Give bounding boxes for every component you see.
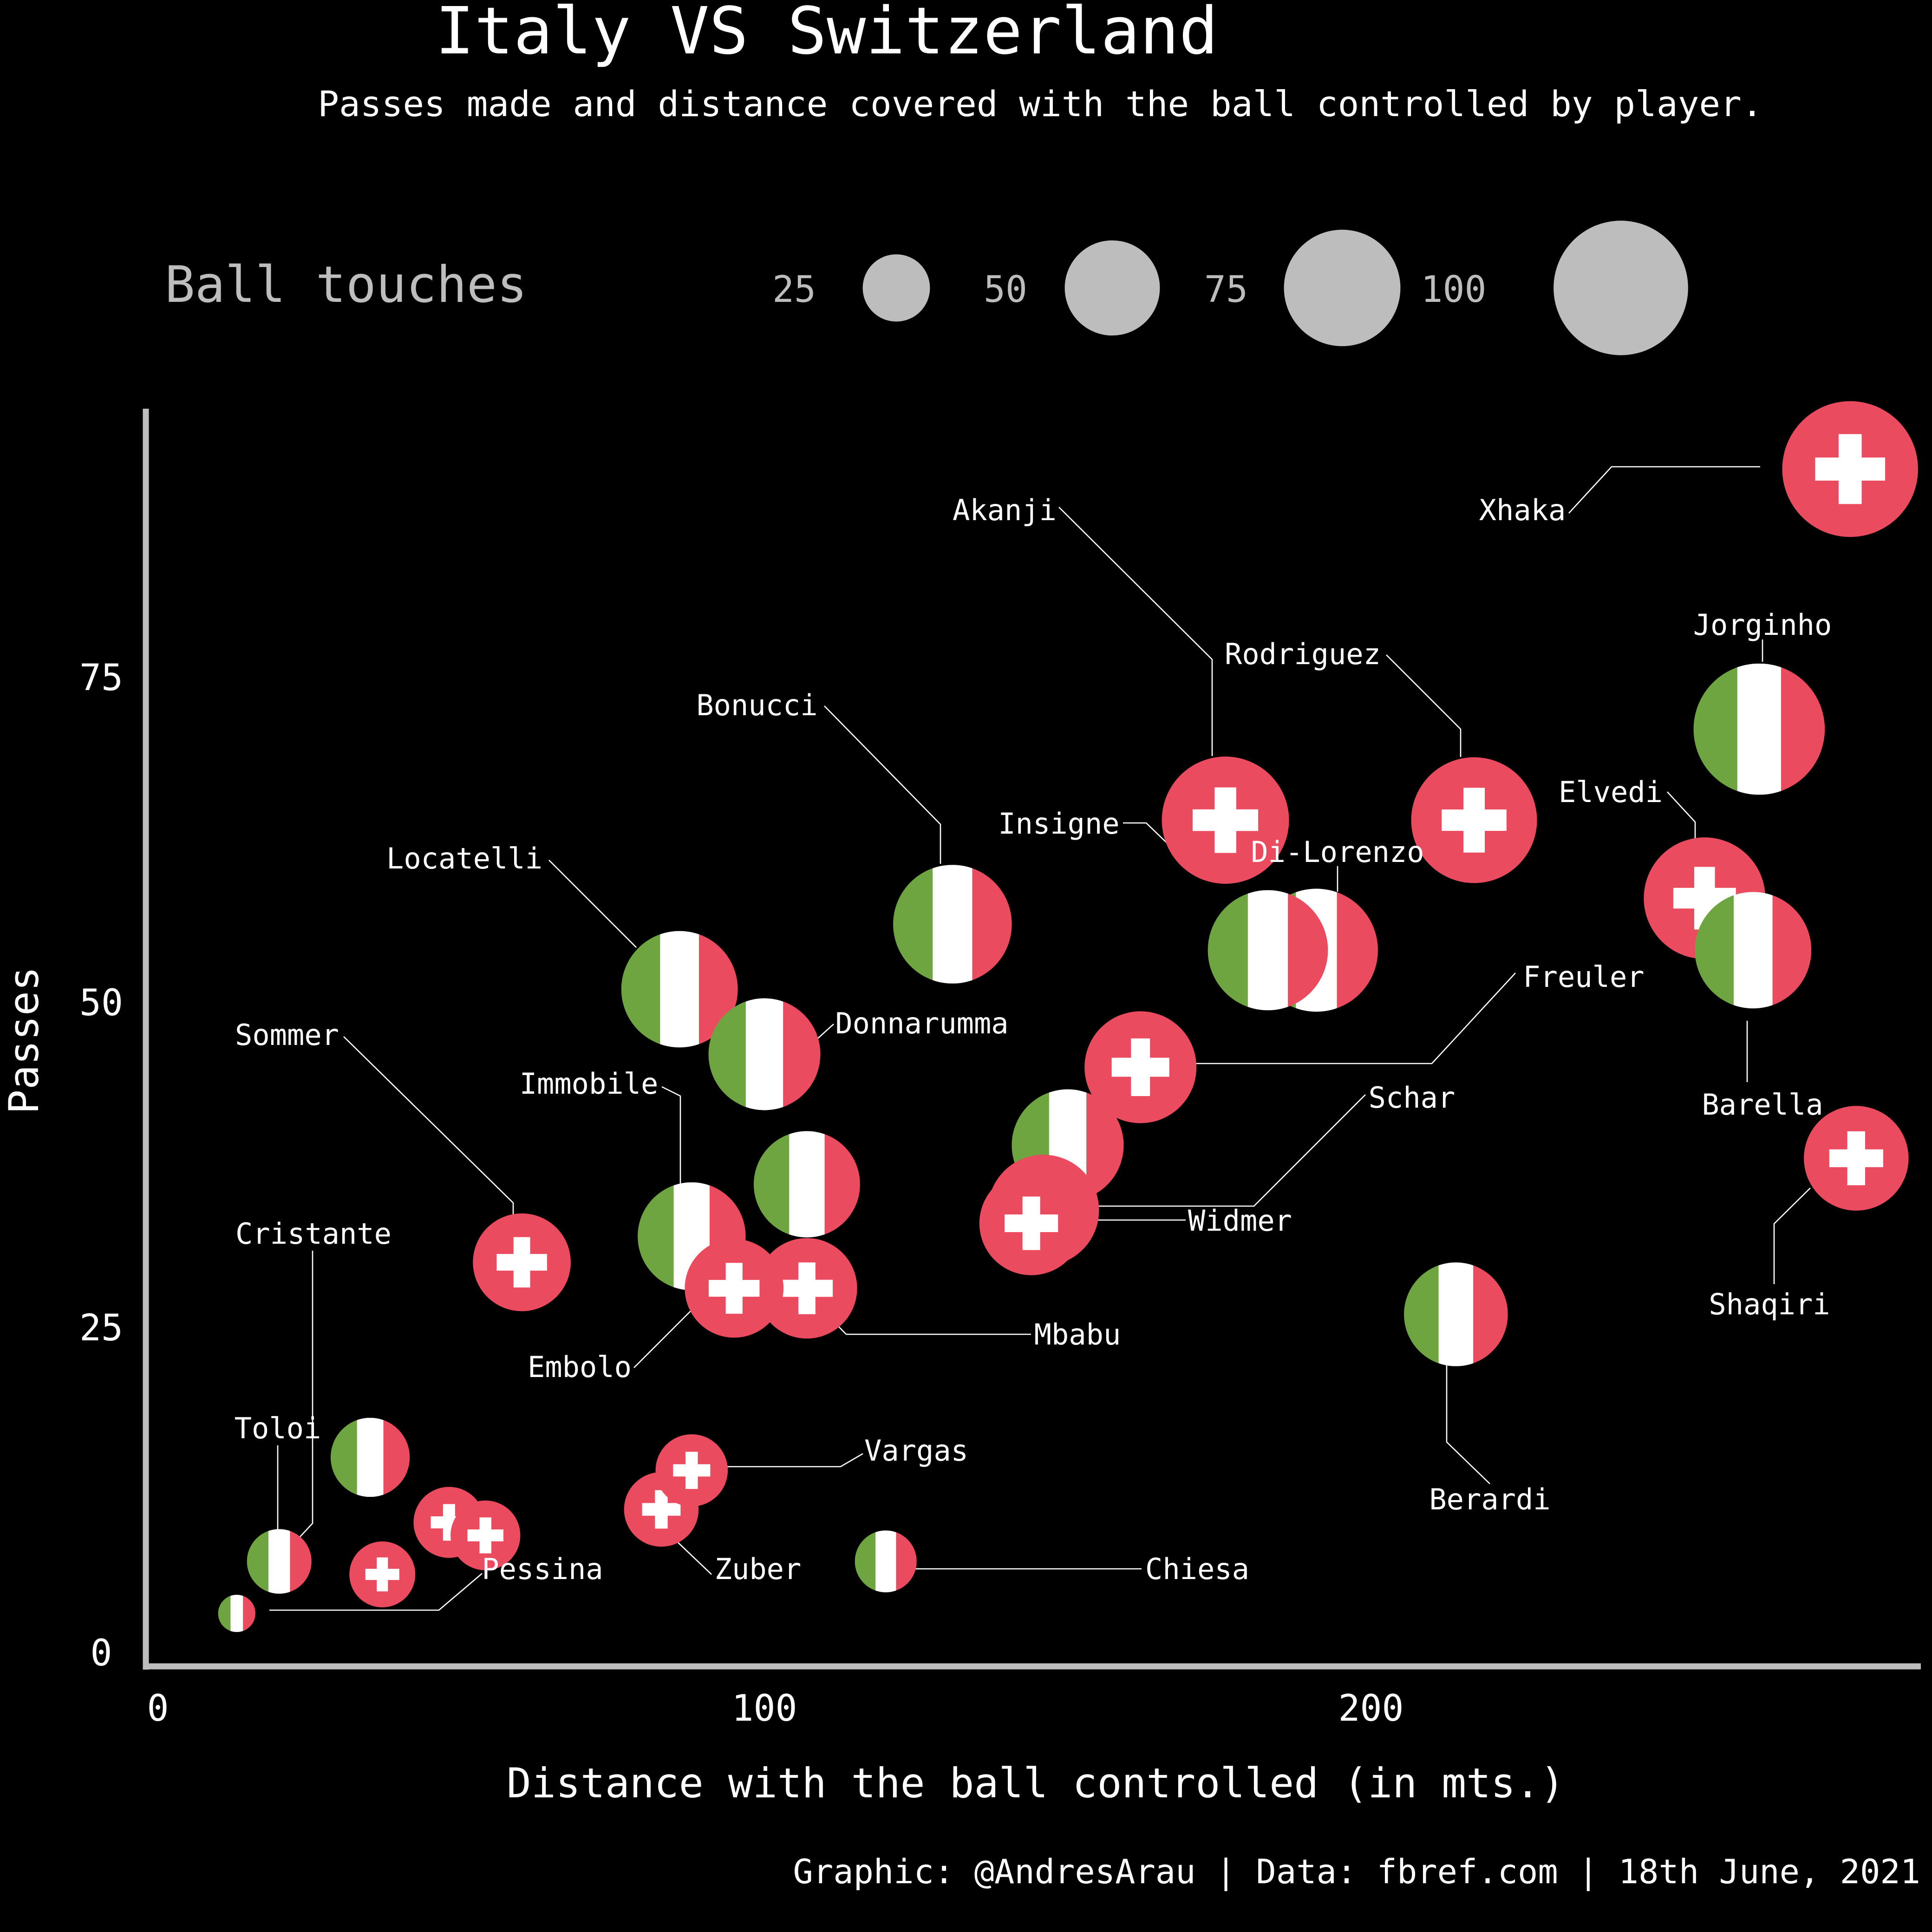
- player-label-donnarumma: Donnarumma: [835, 1006, 1008, 1040]
- leader-line-vargas: [697, 1453, 863, 1468]
- italy-marker-toloi: [247, 1529, 312, 1594]
- italy-marker-barella: [1695, 892, 1812, 1009]
- legend: Ball touches 25 50 75 100: [165, 221, 1688, 355]
- x-axis-label: Distance with the ball controlled (in mt…: [507, 1759, 1565, 1807]
- player-label-toloi: Toloi: [235, 1411, 321, 1445]
- player-label-elvedi: Elvedi: [1559, 775, 1663, 809]
- switzerland-marker-rodriguez: [1411, 757, 1537, 883]
- italy-marker-jorginho: [1693, 663, 1825, 795]
- leader-line-zuber: [672, 1537, 712, 1575]
- italy-marker-insigne: [1208, 890, 1328, 1011]
- switzerland-marker-pessina: [349, 1541, 416, 1607]
- switzerland-marker-schar: [979, 1171, 1083, 1275]
- switzerland-marker-mbabu: [757, 1238, 857, 1339]
- italy-marker-cristante: [218, 1594, 255, 1632]
- player-label-shaqiri: Shaqiri: [1709, 1287, 1830, 1321]
- player-label-schar: Schar: [1369, 1081, 1456, 1115]
- player-label-bonucci: Bonucci: [696, 688, 817, 722]
- leader-line-shaqiri: [1773, 1188, 1811, 1284]
- y-axis-label: Passes: [0, 966, 48, 1114]
- legend-label-50: 50: [984, 269, 1027, 311]
- player-label-barella: Barella: [1702, 1088, 1823, 1122]
- chart-title: Italy VS Switzerland: [435, 0, 1218, 69]
- player-label-insigne: Insigne: [998, 807, 1119, 841]
- player-label-vargas: Vargas: [864, 1434, 968, 1468]
- y-tick-label: 50: [79, 982, 123, 1024]
- legend-bubble-75: [1284, 229, 1401, 346]
- player-label-mbabu: Mbabu: [1034, 1318, 1121, 1351]
- player-labels: Xhaka Jorginho Akanji Rodriguez Di-Lorenzo El…: [235, 493, 1832, 1586]
- leader-line-bonucci: [824, 705, 941, 864]
- switzerland-marker-embolo: [685, 1239, 783, 1338]
- italy-marker-chiesa: [855, 1530, 917, 1593]
- italy-marker-unlabeled-8: [753, 1131, 860, 1238]
- leader-line-akanji: [1058, 507, 1213, 756]
- leader-line-xhaka: [1568, 466, 1760, 514]
- switzerland-marker-xhaka: [1782, 401, 1918, 537]
- legend-label-25: 25: [772, 269, 816, 311]
- switzerland-marker-sommer: [473, 1213, 571, 1312]
- player-label-chiesa: Chiesa: [1145, 1552, 1249, 1586]
- player-label-berardi: Berardi: [1429, 1482, 1550, 1516]
- legend-bubble-50: [1064, 240, 1160, 336]
- player-label-widmer: Widmer: [1188, 1204, 1292, 1238]
- leader-line-locatelli: [548, 860, 637, 948]
- x-tick-label: 0: [147, 1688, 169, 1730]
- player-label-sommer: Sommer: [235, 1018, 339, 1052]
- switzerland-marker-unlabeled-14: [450, 1500, 521, 1571]
- player-label-immobile: Immobile: [520, 1067, 659, 1101]
- player-label-xhaka: Xhaka: [1479, 493, 1566, 527]
- footer-credit: Graphic: @AndresArau | Data: fbref.com |…: [793, 1852, 1920, 1892]
- chart-subtitle: Passes made and distance covered with th…: [318, 83, 1762, 124]
- switzerland-marker-shaqiri: [1804, 1106, 1909, 1211]
- player-label-rodriguez: Rodriguez: [1225, 637, 1381, 671]
- leader-line-pessina: [269, 1573, 483, 1611]
- player-label-locatelli: Locatelli: [386, 842, 542, 875]
- leader-line-elvedi: [1667, 791, 1696, 838]
- player-label-pessina: Pessina: [482, 1552, 603, 1586]
- player-label-akanji: Akanji: [953, 493, 1057, 527]
- italy-marker-donnarumma: [708, 998, 821, 1110]
- y-tick-label: 75: [79, 657, 123, 699]
- player-label-jorginho: Jorginho: [1693, 608, 1832, 642]
- x-axis-ticks: 0 100 200: [147, 1688, 1404, 1730]
- player-label-embolo: Embolo: [528, 1350, 632, 1384]
- x-tick-label: 200: [1338, 1688, 1404, 1730]
- y-tick-label: 0: [91, 1632, 112, 1674]
- leader-line-freuler: [1180, 973, 1516, 1064]
- switzerland-marker-akanji: [1162, 757, 1289, 884]
- leader-line-embolo: [633, 1308, 693, 1368]
- leader-line-immobile: [661, 1086, 681, 1187]
- player-label-freuler: Freuler: [1523, 960, 1644, 994]
- italy-marker-unlabeled-11: [330, 1417, 410, 1497]
- player-label-di-lorenzo: Di-Lorenzo: [1251, 835, 1424, 869]
- leader-lines: [269, 466, 1811, 1611]
- leader-line-rodriguez: [1386, 654, 1462, 757]
- switzerland-marker-freuler: [1084, 1011, 1197, 1123]
- leader-line-schar: [1070, 1094, 1366, 1207]
- x-tick-label: 100: [732, 1688, 797, 1730]
- y-tick-label: 25: [79, 1307, 123, 1349]
- legend-label-75: 75: [1204, 269, 1248, 311]
- switzerland-marker-vargas: [655, 1434, 728, 1507]
- leader-line-berardi: [1446, 1356, 1490, 1484]
- player-label-zuber: Zuber: [715, 1552, 802, 1586]
- legend-label-100: 100: [1421, 269, 1487, 311]
- y-axis-ticks: 0 25 50 75: [79, 657, 123, 1674]
- player-label-cristante: Cristante: [235, 1217, 392, 1251]
- italy-marker-bonucci: [893, 865, 1012, 984]
- legend-title: Ball touches: [165, 256, 527, 314]
- italy-marker-berardi: [1404, 1262, 1508, 1366]
- legend-bubble-100: [1553, 221, 1688, 355]
- legend-bubble-25: [862, 254, 930, 322]
